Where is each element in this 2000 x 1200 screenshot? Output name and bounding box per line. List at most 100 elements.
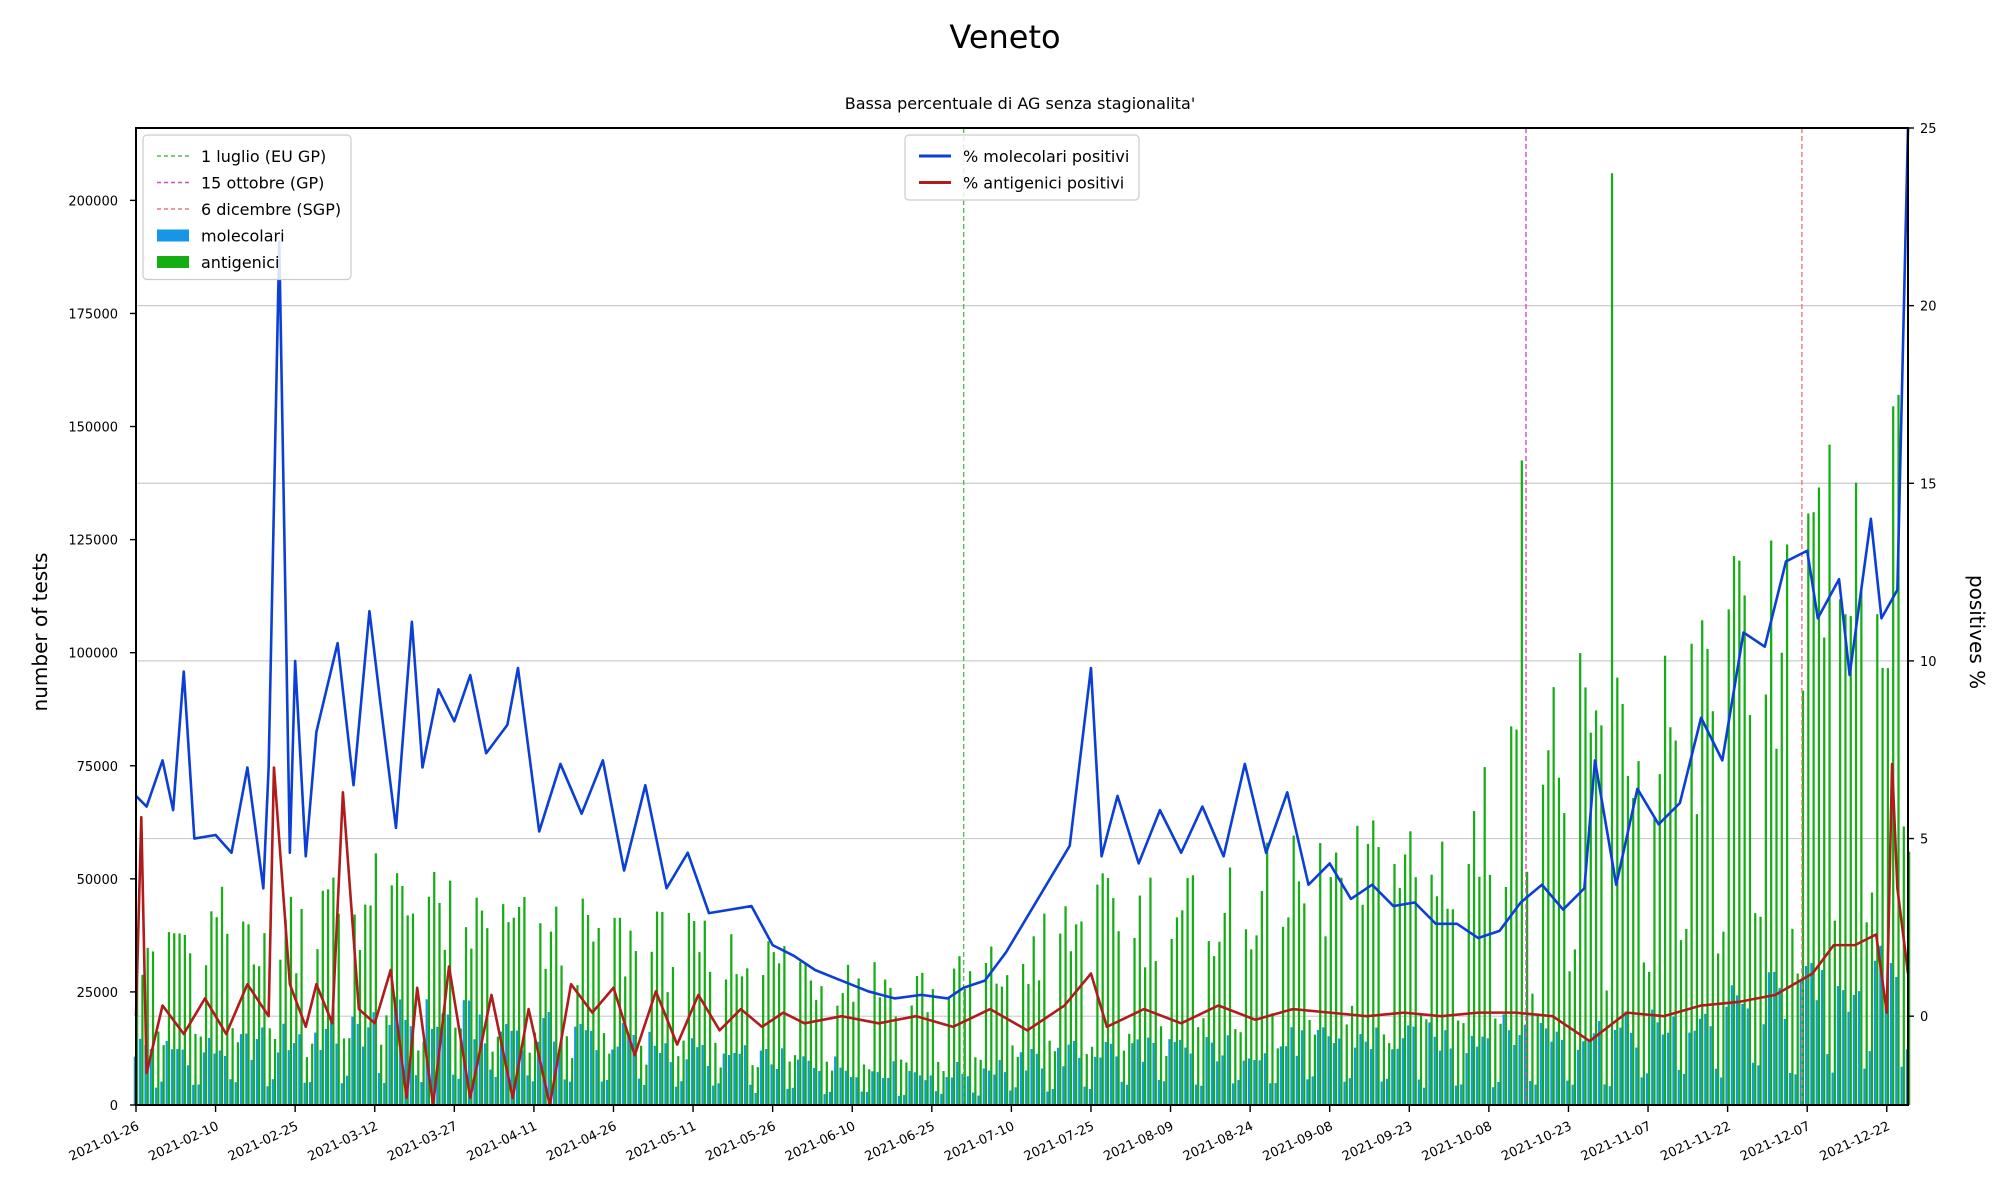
bar-antigenici [1138, 895, 1141, 1105]
bar-antigenici [311, 1043, 314, 1105]
bar-molecolari [414, 1075, 418, 1105]
bar-molecolari [1460, 1084, 1463, 1105]
bar-antigenici [215, 917, 218, 1105]
bar-molecolari [791, 1087, 794, 1105]
bar-antigenici [1430, 874, 1433, 1105]
bar-molecolari [1513, 1044, 1516, 1105]
bar-molecolari [998, 1060, 1001, 1105]
bar-antigenici [862, 1064, 866, 1105]
bar-antigenici [1122, 1050, 1126, 1105]
bar-molecolari [1221, 1055, 1224, 1105]
bar-molecolari [1858, 991, 1861, 1105]
bar-molecolari [823, 1094, 826, 1105]
bar-molecolari [1115, 1056, 1118, 1105]
bar-molecolari [574, 1026, 577, 1105]
chart-title: Veneto [949, 18, 1060, 56]
y-tick-label: 125000 [68, 534, 118, 549]
bar-antigenici [1600, 725, 1603, 1105]
bar-antigenici [1722, 931, 1725, 1105]
bar-molecolari [1046, 1091, 1049, 1105]
bar-antigenici [915, 976, 919, 1105]
bar-molecolari [839, 1067, 842, 1105]
bar-molecolari [1237, 1080, 1240, 1105]
bar-antigenici [1738, 560, 1741, 1105]
bar-molecolari [1714, 1068, 1718, 1105]
bar-antigenici [1292, 835, 1295, 1105]
bar-molecolari [1375, 1027, 1378, 1105]
bar-antigenici [528, 1052, 531, 1105]
bar-antigenici [1425, 1019, 1428, 1105]
bar-molecolari [701, 1044, 704, 1105]
bar-molecolari [621, 1022, 625, 1105]
bar-molecolari [1762, 1024, 1765, 1105]
x-tick-label: 2021-11-22 [1658, 1119, 1733, 1165]
bar-antigenici [1717, 953, 1720, 1105]
y2-axis-label: positives % [1965, 575, 1989, 689]
bar-molecolari [388, 1024, 391, 1105]
bar-antigenici [279, 959, 282, 1105]
bar-molecolari [1889, 963, 1893, 1105]
bar-molecolari [908, 1070, 911, 1105]
bar-antigenici [443, 949, 446, 1105]
bar-antigenici [1669, 727, 1672, 1105]
bar-molecolari [924, 1080, 927, 1105]
bar-antigenici [746, 968, 749, 1105]
bar-molecolari [314, 1032, 317, 1105]
bar-antigenici [358, 950, 362, 1105]
bar-molecolari [765, 1049, 768, 1105]
bar-antigenici [1006, 975, 1009, 1105]
x-tick-label: 2021-11-07 [1579, 1119, 1654, 1165]
bar-molecolari [781, 1048, 784, 1105]
bar-antigenici [1080, 921, 1083, 1105]
bar-antigenici [204, 965, 208, 1105]
bar-antigenici [1207, 941, 1210, 1105]
bar-antigenici [1281, 926, 1285, 1105]
bar-antigenici [783, 946, 786, 1105]
bar-molecolari [1534, 1084, 1537, 1105]
bar-molecolari [1576, 1049, 1580, 1105]
bar-antigenici [146, 947, 149, 1105]
bar-molecolari [1507, 1030, 1511, 1105]
bar-antigenici [1435, 896, 1439, 1105]
bar-antigenici [1902, 826, 1905, 1105]
bar-antigenici [1573, 949, 1576, 1105]
bar-antigenici [242, 921, 245, 1105]
bar-antigenici [1260, 890, 1263, 1105]
bar-molecolari [282, 1023, 285, 1105]
bar-antigenici [836, 1005, 839, 1105]
bar-molecolari [1804, 965, 1808, 1105]
bar-molecolari [876, 1072, 879, 1105]
bar-antigenici [549, 931, 553, 1105]
bar-molecolari [1693, 1030, 1696, 1105]
bar-antigenici [703, 920, 706, 1105]
bar-antigenici [963, 988, 966, 1105]
bar-antigenici [326, 889, 330, 1105]
bar-antigenici [226, 933, 229, 1105]
bar-molecolari [1476, 1046, 1479, 1105]
bar-molecolari [1746, 1008, 1749, 1105]
bar-antigenici [1626, 776, 1630, 1105]
bar-molecolari [1454, 1085, 1458, 1105]
bar-antigenici [1504, 886, 1508, 1105]
bar-molecolari [754, 1092, 757, 1105]
bar-antigenici [1451, 909, 1454, 1105]
bar-molecolari [1428, 1022, 1431, 1105]
x-tick-label: 2021-02-10 [146, 1119, 221, 1165]
bar-molecolari [176, 1049, 179, 1105]
bar-molecolari [1295, 1055, 1298, 1105]
bars-group [133, 173, 1911, 1106]
y-axis-label: number of tests [28, 553, 52, 712]
bar-antigenici [1579, 653, 1582, 1105]
bar-molecolari [685, 1059, 688, 1105]
y2-tick-label: 5 [1920, 833, 1928, 848]
bar-molecolari [1327, 1036, 1330, 1105]
bar-molecolari [393, 997, 396, 1105]
bar-antigenici [878, 997, 881, 1105]
bar-antigenici [496, 1036, 499, 1105]
bar-antigenici [1732, 556, 1736, 1105]
bar-molecolari [1226, 1035, 1229, 1105]
bar-molecolari [133, 1056, 136, 1105]
bar-molecolari [1582, 1041, 1585, 1105]
bar-molecolari [1842, 990, 1845, 1105]
bar-antigenici [1027, 983, 1030, 1105]
